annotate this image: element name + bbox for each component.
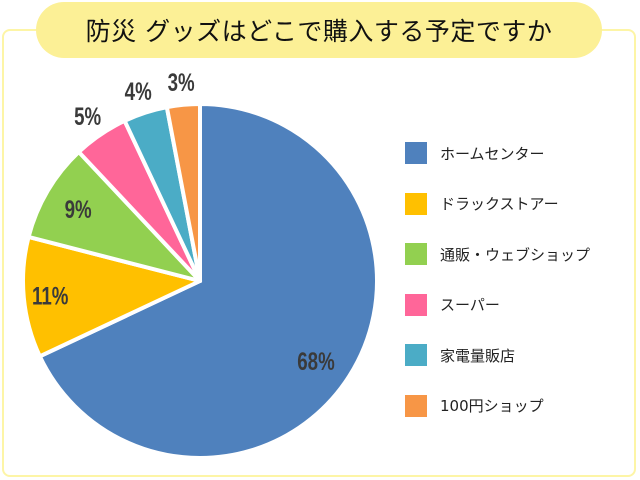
legend-item: 通販・ウェブショップ [405, 229, 590, 280]
slice-percent-label: 68% [297, 347, 335, 375]
legend: ホームセンター ドラックストアー 通販・ウェブショップ スーパー 家電量販店 1… [405, 128, 590, 431]
legend-swatch [405, 192, 427, 215]
legend-label: ドラックストアー [440, 195, 559, 214]
legend-swatch [405, 394, 427, 417]
slice-percent-label: 3% [168, 68, 195, 96]
pie-slice [21, 234, 202, 359]
legend-swatch [405, 243, 427, 266]
legend-label: 家電量販店 [440, 346, 516, 365]
slice-percent-label: 11% [32, 282, 69, 310]
legend-item: 家電量販店 [405, 330, 590, 381]
title-banner: 防災 グッズはどこで購入する予定ですか [36, 2, 602, 58]
slice-percent-label: 9% [65, 195, 92, 223]
legend-item: ホームセンター [405, 128, 590, 179]
legend-item: ドラックストアー [405, 179, 590, 230]
legend-label: ホームセンター [440, 144, 545, 163]
legend-label: 通販・ウェブショップ [440, 245, 591, 264]
legend-item: 100円ショップ [405, 381, 590, 432]
pie-slice [164, 102, 202, 283]
legend-swatch [405, 142, 427, 165]
pie-slice [26, 149, 202, 283]
legend-swatch [405, 344, 427, 367]
chart-title: 防災 グッズはどこで購入する予定ですか [85, 17, 553, 46]
pie-slice [37, 102, 379, 460]
slice-percent-label: 4% [125, 77, 152, 105]
legend-label: スーパー [440, 296, 500, 315]
legend-label: 100円ショップ [440, 397, 544, 416]
legend-swatch [405, 293, 427, 316]
slice-percent-label: 5% [74, 102, 101, 130]
legend-item: スーパー [405, 280, 590, 331]
